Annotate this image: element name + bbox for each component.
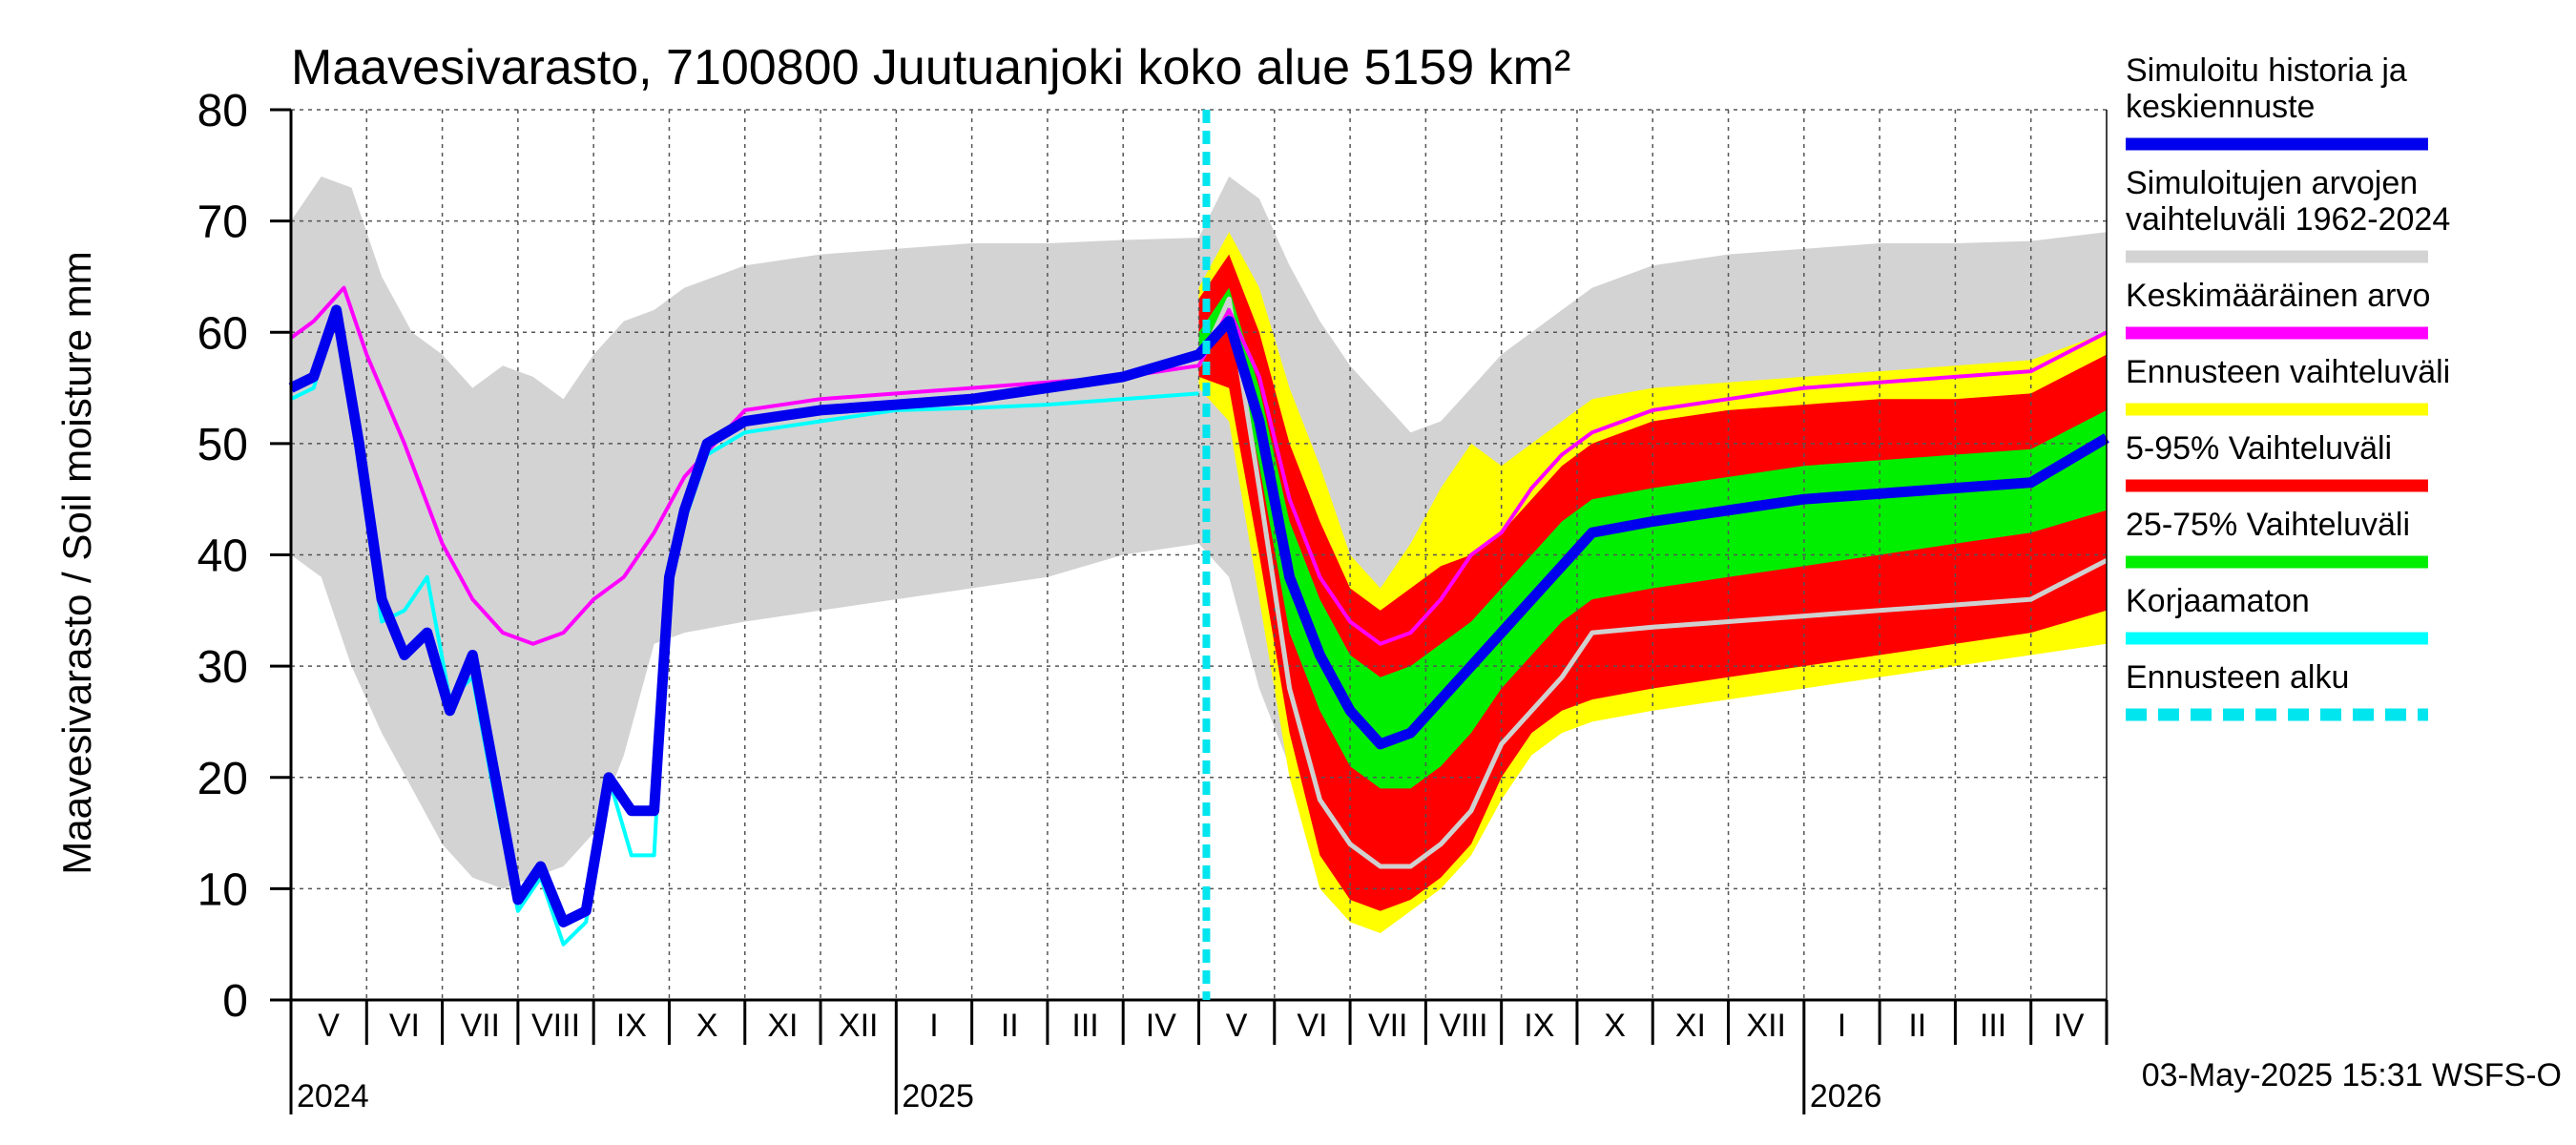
month-tick-label: VIII xyxy=(1440,1008,1488,1044)
series-layer xyxy=(288,285,2109,947)
month-tick-label: V xyxy=(318,1008,340,1044)
legend-label: Keskimääräinen arvo xyxy=(2126,278,2430,314)
month-tick-label: III xyxy=(1071,1008,1098,1044)
legend-label: vaihteluväli 1962-2024 xyxy=(2126,201,2450,238)
y-tick-label: 80 xyxy=(197,86,248,136)
legend-label: Simuloitu historia ja xyxy=(2126,52,2407,89)
month-tick-label: VI xyxy=(1297,1008,1327,1044)
y-tick-label: 60 xyxy=(197,308,248,359)
month-tick-label: II xyxy=(1908,1008,1926,1044)
series-line xyxy=(288,304,2109,927)
month-tick-label: XII xyxy=(1746,1008,1786,1044)
month-tick-label: VII xyxy=(460,1008,500,1044)
month-tick-label: IV xyxy=(1146,1008,1176,1044)
timestamp-label: 03-May-2025 15:31 WSFS-O xyxy=(2142,1057,2562,1093)
legend-label: Ennusteen vaihteluväli xyxy=(2126,354,2450,390)
month-tick-label: I xyxy=(929,1008,938,1044)
month-tick-label: III xyxy=(1980,1008,2006,1044)
month-tick-label: VI xyxy=(389,1008,420,1044)
month-tick-label: IX xyxy=(1524,1008,1554,1044)
y-tick-label: 30 xyxy=(197,642,248,693)
legend-label: 25-75% Vaihteluväli xyxy=(2126,507,2410,543)
month-tick-label: X xyxy=(1604,1008,1626,1044)
month-tick-label: II xyxy=(1001,1008,1019,1044)
y-tick-label: 40 xyxy=(197,531,248,582)
legend-label: 5-95% Vaihteluväli xyxy=(2126,430,2392,467)
month-tick-label: IX xyxy=(616,1008,647,1044)
legend-label: Korjaamaton xyxy=(2126,583,2310,619)
p25-75-band xyxy=(1198,287,2107,789)
gridlines xyxy=(291,109,2107,1000)
band-layer xyxy=(291,177,2107,934)
y-tick-label: 20 xyxy=(197,754,248,804)
y-tick-label: 70 xyxy=(197,198,248,248)
month-tick-label: X xyxy=(696,1008,718,1044)
month-tick-label: XI xyxy=(767,1008,798,1044)
month-tick-label: VII xyxy=(1368,1008,1408,1044)
month-tick-label: VIII xyxy=(531,1008,580,1044)
month-tick-label: I xyxy=(1838,1008,1846,1044)
chart-title: Maavesivarasto, 7100800 Juutuanjoki koko… xyxy=(291,40,1570,95)
month-tick-label: XII xyxy=(839,1008,879,1044)
y-tick-label: 10 xyxy=(197,864,248,915)
legend-label: keskiennuste xyxy=(2126,89,2315,125)
year-tick-label: 2026 xyxy=(1810,1078,1882,1114)
year-tick-label: 2024 xyxy=(297,1078,369,1114)
series-line xyxy=(1196,296,2109,869)
month-tick-label: IV xyxy=(2053,1008,2084,1044)
legend-label: Ennusteen alku xyxy=(2126,659,2349,696)
y-tick-label: 0 xyxy=(222,976,248,1027)
month-tick-label: XI xyxy=(1675,1008,1706,1044)
y-axis-label: Maavesivarasto / Soil moisture mm xyxy=(54,251,99,875)
y-tick-label: 50 xyxy=(197,420,248,470)
series-line xyxy=(289,285,2108,646)
month-tick-label: V xyxy=(1226,1008,1248,1044)
legend-label: Simuloitujen arvojen xyxy=(2126,165,2418,201)
year-tick-label: 2025 xyxy=(902,1078,974,1114)
